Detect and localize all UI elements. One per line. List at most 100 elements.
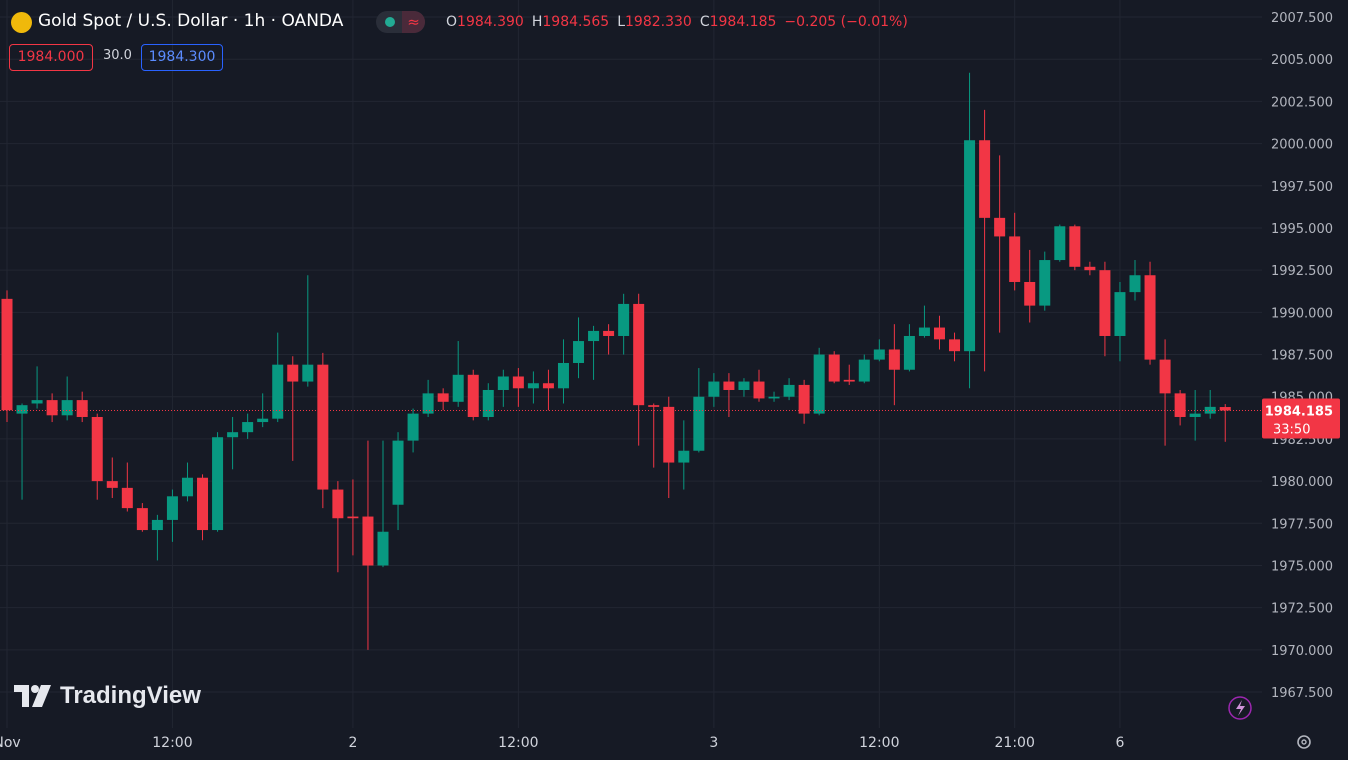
candle-body bbox=[738, 381, 750, 390]
candle-body bbox=[437, 393, 449, 402]
candle-body bbox=[618, 303, 630, 336]
candle-body bbox=[16, 405, 28, 414]
candle-body bbox=[648, 405, 660, 407]
countdown: 33:50 bbox=[1273, 422, 1310, 437]
y-tick-label: 1997.500 bbox=[1271, 180, 1333, 195]
candle-body bbox=[1084, 266, 1096, 271]
candle-body bbox=[1024, 281, 1036, 306]
x-tick-label: 2 bbox=[348, 735, 357, 751]
candle-body bbox=[377, 531, 389, 566]
ask-button[interactable]: 1984.300 bbox=[141, 44, 223, 71]
candle-body bbox=[1129, 275, 1141, 293]
y-tick-label: 2000.000 bbox=[1271, 138, 1333, 153]
y-tick-label: 1980.000 bbox=[1271, 475, 1333, 490]
y-tick-label: 1972.500 bbox=[1271, 602, 1333, 617]
candle-body bbox=[753, 381, 765, 399]
ohlc-value: 1984.565 bbox=[542, 14, 610, 30]
candle-body bbox=[1144, 275, 1156, 360]
candle-body bbox=[392, 440, 404, 505]
change: −0.205 (−0.01%) bbox=[784, 14, 908, 30]
candle-body bbox=[362, 516, 374, 566]
candle-body bbox=[964, 140, 976, 352]
candle-body bbox=[1189, 413, 1201, 417]
settings-icon[interactable] bbox=[1297, 735, 1311, 749]
ohlc-item: L1982.330 bbox=[617, 14, 692, 30]
candle-body bbox=[91, 416, 103, 482]
y-tick-label: 1995.000 bbox=[1271, 222, 1333, 237]
ohlc-label: L bbox=[617, 14, 625, 30]
candle-body bbox=[828, 354, 840, 382]
y-tick-label: 1990.000 bbox=[1271, 306, 1333, 321]
y-tick-label: 2002.500 bbox=[1271, 95, 1333, 110]
candle-body bbox=[166, 496, 178, 520]
candle-body bbox=[633, 303, 645, 406]
candle-body bbox=[227, 432, 239, 438]
candle-body bbox=[1069, 226, 1081, 267]
ohlc-value: 1984.390 bbox=[457, 14, 524, 30]
ohlc-item: H1984.565 bbox=[532, 14, 609, 30]
chart-title[interactable]: Gold Spot / U.S. Dollar · 1h · OANDA bbox=[38, 11, 344, 31]
candle-body bbox=[422, 393, 434, 414]
candle-body bbox=[873, 349, 885, 360]
candle-body bbox=[181, 477, 193, 497]
candle-body bbox=[858, 359, 870, 382]
candle-body bbox=[542, 383, 554, 389]
candle-body bbox=[527, 383, 539, 389]
ohlc-value: 1984.185 bbox=[709, 14, 777, 30]
candle-body bbox=[573, 341, 585, 363]
last-price-tag bbox=[1262, 398, 1340, 439]
x-tick-label: 12:00 bbox=[859, 735, 899, 751]
x-tick-label: 12:00 bbox=[152, 735, 192, 751]
candle-body bbox=[843, 379, 855, 382]
candle-body bbox=[933, 327, 945, 340]
candle-body bbox=[1174, 393, 1186, 417]
candle-body bbox=[46, 400, 58, 416]
ohlc-legend: O1984.390 H1984.565 L1982.330 C1984.185 −0.2… bbox=[446, 14, 908, 30]
candle-body bbox=[31, 400, 43, 404]
candle-body bbox=[106, 481, 118, 488]
x-tick-label: 12:00 bbox=[498, 735, 538, 751]
watermark: TradingView bbox=[14, 682, 201, 710]
candle-body bbox=[949, 339, 961, 352]
market-status[interactable]: ≈ bbox=[376, 11, 425, 33]
ohlc-value: 1982.330 bbox=[625, 14, 692, 30]
x-tick-label: Nov bbox=[0, 735, 21, 751]
candle-body bbox=[347, 516, 359, 519]
watermark-logo bbox=[14, 685, 51, 707]
candle-body bbox=[512, 376, 524, 389]
x-tick-label: 6 bbox=[1115, 735, 1124, 751]
candle-body bbox=[557, 362, 569, 389]
time-axis-bg bbox=[0, 728, 1262, 760]
candle-body bbox=[121, 487, 133, 509]
spread: 30.0 bbox=[103, 48, 132, 63]
candle-body bbox=[242, 422, 254, 433]
y-tick-label: 2007.500 bbox=[1271, 11, 1333, 26]
candle-body bbox=[708, 381, 720, 397]
candle-body bbox=[903, 335, 915, 370]
candle-body bbox=[257, 418, 269, 423]
candle-body bbox=[452, 374, 464, 402]
y-tick-label: 1967.500 bbox=[1271, 686, 1333, 701]
candle-body bbox=[482, 389, 494, 417]
candle-body bbox=[407, 413, 419, 441]
settings-icon-center bbox=[1301, 739, 1307, 745]
x-tick-label: 3 bbox=[709, 735, 718, 751]
candle-body bbox=[151, 519, 163, 531]
bid-button[interactable]: 1984.000 bbox=[9, 44, 93, 71]
y-tick-label: 1975.000 bbox=[1271, 559, 1333, 574]
last-price-label: 1984.185 bbox=[1265, 404, 1333, 419]
candles bbox=[0, 72, 1262, 650]
candle-body bbox=[1009, 236, 1021, 282]
time-axis: Nov 12:00 2 12:00 3 12:00 21:00 6 bbox=[0, 728, 1262, 760]
candle-body bbox=[768, 396, 780, 399]
y-tick-label: 1987.500 bbox=[1271, 349, 1333, 364]
status-wave: ≈ bbox=[402, 11, 425, 33]
candle-body bbox=[497, 376, 509, 390]
y-tick-label: 1970.000 bbox=[1271, 644, 1333, 659]
price-axis-bg bbox=[1262, 0, 1348, 760]
candle-body bbox=[979, 140, 991, 218]
ohlc-label: C bbox=[699, 14, 710, 30]
alert-icon[interactable] bbox=[1228, 696, 1252, 720]
